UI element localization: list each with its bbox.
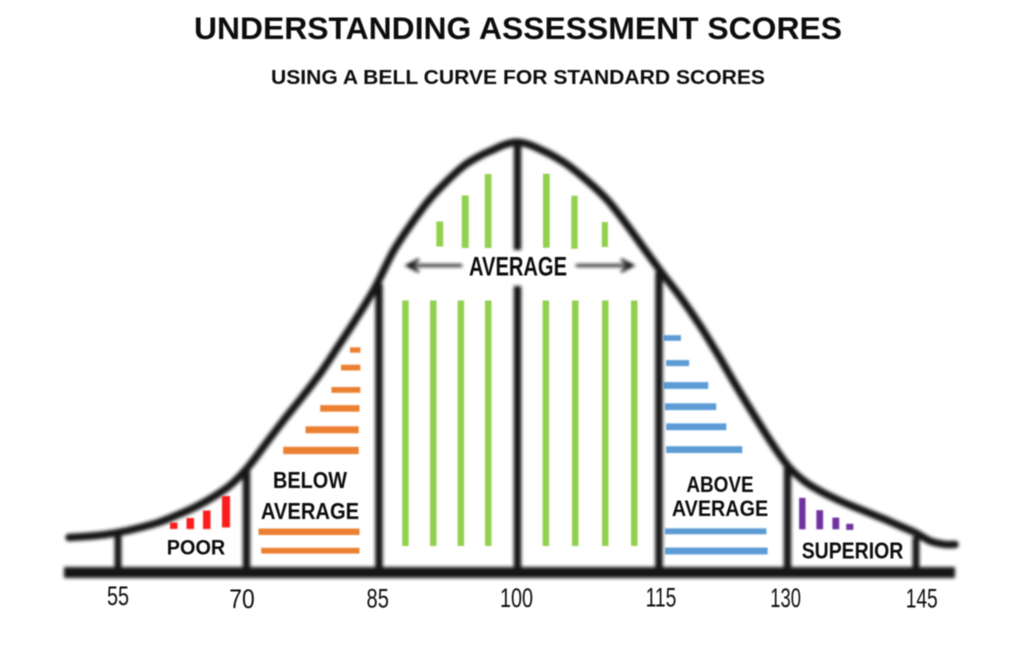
svg-text:115: 115 xyxy=(646,583,677,613)
svg-text:55: 55 xyxy=(107,581,129,611)
svg-text:USING A BELL CURVE FOR STANDAR: USING A BELL CURVE FOR STANDARD SCORES xyxy=(271,66,765,89)
svg-text:AVERAGE: AVERAGE xyxy=(672,496,768,521)
svg-text:145: 145 xyxy=(906,584,938,614)
svg-text:100: 100 xyxy=(500,583,533,613)
svg-text:85: 85 xyxy=(367,584,389,614)
svg-text:POOR: POOR xyxy=(167,537,225,560)
svg-text:BELOW: BELOW xyxy=(273,467,347,493)
svg-text:ABOVE: ABOVE xyxy=(686,472,753,497)
svg-text:SUPERIOR: SUPERIOR xyxy=(802,538,904,564)
svg-text:AVERAGE: AVERAGE xyxy=(261,498,359,524)
svg-text:AVERAGE: AVERAGE xyxy=(469,252,567,282)
svg-text:UNDERSTANDING ASSESSMENT SCORE: UNDERSTANDING ASSESSMENT SCORES xyxy=(194,10,842,46)
svg-text:70: 70 xyxy=(229,584,254,614)
svg-text:130: 130 xyxy=(770,583,801,613)
